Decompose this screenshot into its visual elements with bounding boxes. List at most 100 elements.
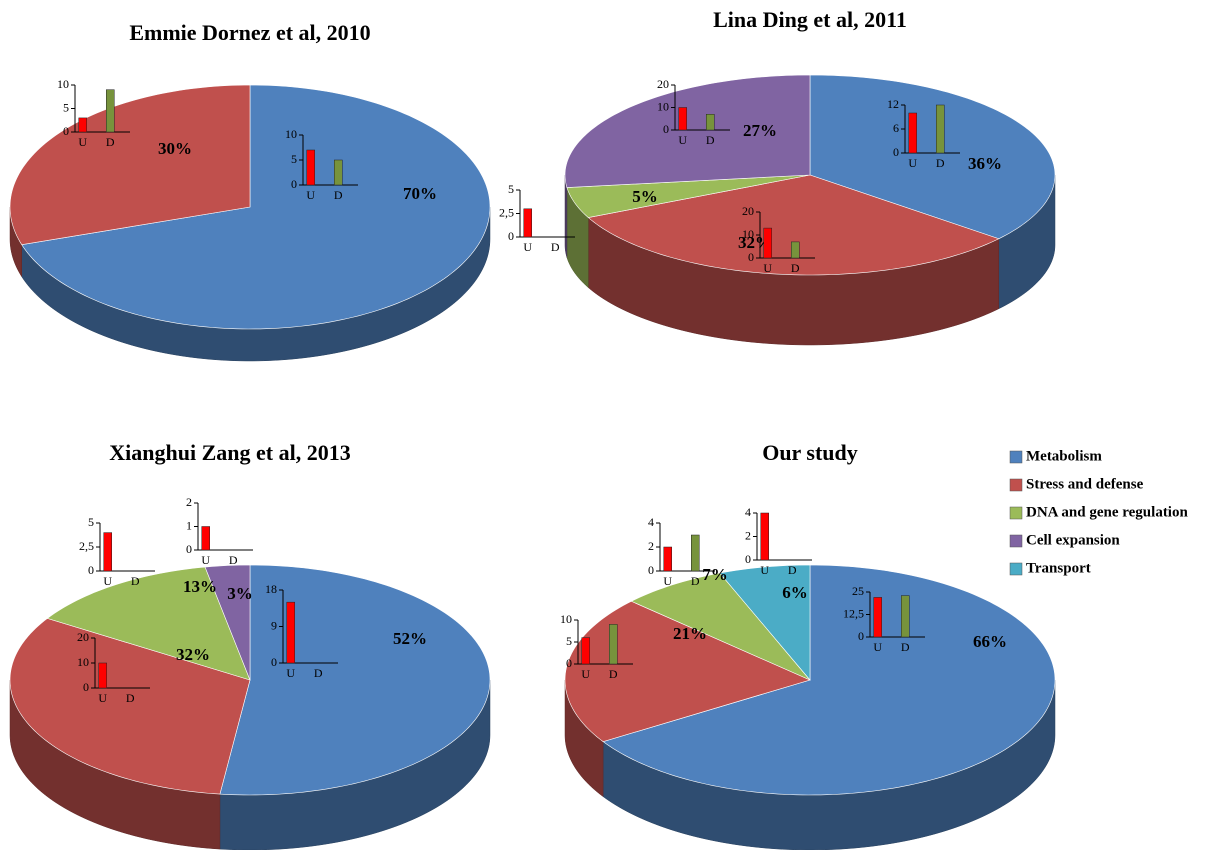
pie-slice — [566, 174, 811, 218]
y-tick-label: 2 — [648, 539, 654, 553]
inset-bar-chart: 0 12,5 25 U D — [843, 584, 925, 654]
legend-label: DNA and gene regulation — [1026, 504, 1188, 520]
slice-label: 3% — [227, 584, 253, 603]
pie-slice — [587, 174, 1000, 276]
y-tick-label: 2 — [745, 528, 751, 542]
bar — [908, 112, 917, 154]
slice-label: 6% — [782, 583, 808, 602]
inset-bar-chart: 0 2 4 U D — [648, 515, 715, 588]
y-tick-label: 6 — [893, 121, 899, 135]
inset-bar-chart: 0 10 20 U D — [742, 204, 815, 275]
bar — [306, 149, 315, 186]
inset-bar-chart: 0 2 4 U D — [745, 505, 812, 577]
bar — [523, 208, 532, 238]
y-tick-label: 9 — [271, 618, 277, 632]
x-tick-label: D — [609, 667, 618, 681]
bar — [581, 637, 590, 665]
y-tick-label: 2,5 — [499, 205, 514, 219]
x-tick-label: U — [763, 261, 772, 275]
inset-bar-chart: 0 6 12 U D — [887, 97, 960, 170]
y-tick-label: 25 — [852, 584, 864, 598]
bar — [706, 114, 715, 131]
x-tick-label: D — [551, 240, 560, 254]
x-tick-label: U — [103, 574, 112, 588]
y-tick-label: 0 — [566, 656, 572, 670]
chart-title: Xianghui Zang et al, 2013 — [109, 440, 350, 465]
y-tick-label: 12 — [887, 97, 899, 111]
legend-label: Cell expansion — [1026, 532, 1120, 548]
y-tick-label: 0 — [88, 563, 94, 577]
y-tick-label: 0 — [745, 552, 751, 566]
bar — [609, 624, 618, 665]
y-tick-label: 20 — [77, 630, 89, 644]
bar — [286, 601, 295, 664]
chart-title: Emmie Dornez et al, 2010 — [129, 20, 370, 45]
slice-label: 21% — [673, 624, 707, 643]
inset-bar-chart: 0 10 20 U D — [657, 77, 730, 147]
y-tick-label: 10 — [57, 77, 69, 91]
y-tick-label: 10 — [560, 612, 572, 626]
x-tick-label: U — [873, 640, 882, 654]
pie-chart: Xianghui Zang et al, 2013 52% 32% 13% 3% — [9, 440, 491, 850]
y-tick-label: 0 — [83, 680, 89, 694]
pie-slice — [204, 564, 251, 681]
x-tick-label: U — [523, 240, 532, 254]
pie-slice — [9, 84, 251, 246]
x-tick-label: U — [286, 666, 295, 680]
y-tick-label: 0 — [186, 542, 192, 556]
bar — [763, 227, 772, 259]
pie-chart: Our study 66% 21% 7% 6% — [564, 440, 1056, 850]
x-tick-label: D — [936, 156, 945, 170]
x-tick-label: U — [663, 574, 672, 588]
inset-bar-chart: 0 5 10 U D — [285, 127, 358, 202]
bar — [791, 241, 800, 259]
bar — [936, 104, 945, 154]
y-tick-label: 0 — [508, 229, 514, 243]
y-tick-label: 18 — [265, 582, 277, 596]
slice-label: 32% — [176, 645, 210, 664]
inset-bar-chart: 0 9 18 U D — [265, 582, 338, 680]
inset-bar-chart: 0 1 2 U D — [186, 495, 253, 567]
y-tick-label: 20 — [742, 204, 754, 218]
inset-bar-chart: 0 2,5 5 U D — [499, 182, 575, 254]
y-tick-label: 4 — [648, 515, 654, 529]
y-tick-label: 2 — [186, 495, 192, 509]
y-tick-label: 0 — [858, 629, 864, 643]
y-tick-label: 10 — [77, 655, 89, 669]
inset-bar-chart: 0 5 10 U D — [57, 77, 130, 149]
x-tick-label: D — [314, 666, 323, 680]
legend-label: Transport — [1026, 560, 1091, 576]
inset-bar-chart: 0 10 20 U D — [77, 630, 150, 705]
x-tick-label: U — [98, 691, 107, 705]
slice-label: 27% — [743, 121, 777, 140]
bar — [98, 662, 107, 689]
slice-label: 36% — [968, 154, 1002, 173]
pie-slice — [9, 618, 251, 795]
x-tick-label: U — [78, 135, 87, 149]
x-tick-label: U — [760, 563, 769, 577]
pie-slice — [630, 572, 811, 681]
bar — [760, 512, 769, 561]
bar — [873, 597, 882, 638]
y-tick-label: 5 — [63, 100, 69, 114]
x-tick-label: D — [791, 261, 800, 275]
y-tick-label: 5 — [291, 152, 297, 166]
y-tick-label: 0 — [648, 563, 654, 577]
y-tick-label: 0 — [893, 145, 899, 159]
legend-swatch — [1009, 450, 1023, 464]
pie-slice — [809, 74, 1056, 240]
chart-title: Our study — [762, 440, 858, 465]
y-tick-label: 5 — [88, 515, 94, 529]
inset-bar-chart: 0 5 10 U D — [560, 612, 633, 681]
slice-label: 5% — [632, 187, 658, 206]
x-tick-label: D — [126, 691, 135, 705]
pie-slice — [21, 84, 491, 330]
y-tick-label: 0 — [271, 655, 277, 669]
pie-chart: Emmie Dornez et al, 2010 70% 30% — [9, 20, 491, 362]
bar — [334, 159, 343, 186]
bar — [106, 89, 115, 133]
pie-slice — [602, 564, 1056, 796]
x-tick-label: D — [334, 188, 343, 202]
slice-label: 66% — [973, 632, 1007, 651]
